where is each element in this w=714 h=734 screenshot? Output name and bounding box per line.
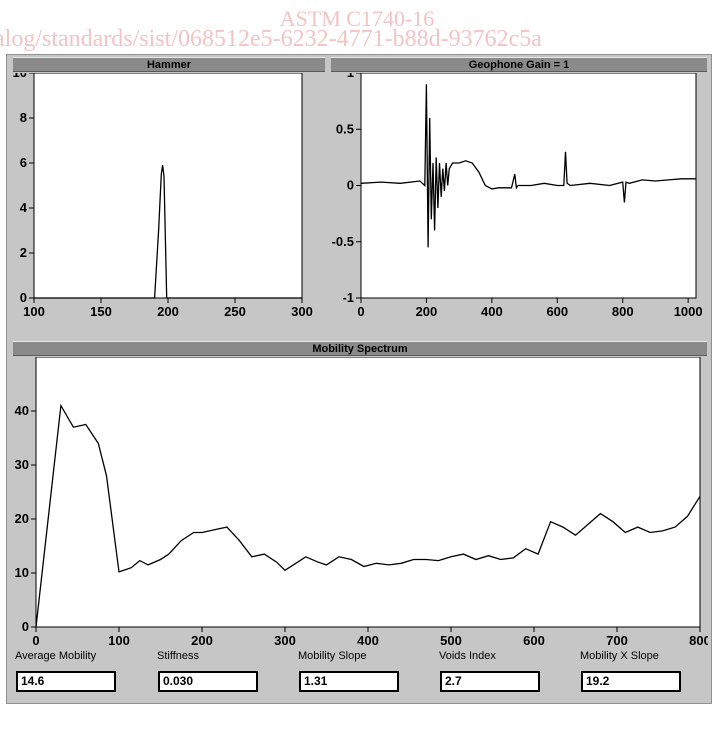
readout-label: Mobility Slope — [298, 650, 367, 662]
readout-label: Mobility X Slope — [580, 650, 659, 662]
x-tick-label: 800 — [612, 304, 634, 319]
x-tick-label: 600 — [523, 633, 545, 648]
x-tick-label: 300 — [274, 633, 296, 648]
mobility-spectrum-chart: 0 100 200 300 400 500 600 700 800 0 10 20 30 40 — [15, 357, 708, 648]
y-tick-label: 0.5 — [336, 121, 354, 136]
y-tick-label: 30 — [15, 457, 29, 472]
x-tick-label: 200 — [416, 304, 438, 319]
x-tick-label: 0 — [32, 633, 39, 648]
x-tick-label: 700 — [606, 633, 628, 648]
x-tick-label: 0 — [357, 304, 364, 319]
y-tick-label: -1 — [342, 290, 354, 305]
readout-label: Stiffness — [157, 650, 199, 662]
y-tick-label: 40 — [15, 403, 29, 418]
y-tick-label: 20 — [15, 511, 29, 526]
mobility-panel-title: Mobility Spectrum — [13, 341, 707, 356]
x-tick-label: 400 — [357, 633, 379, 648]
series-line — [360, 84, 696, 248]
readout-value-field[interactable]: 14.6 — [16, 671, 116, 692]
y-tick-label: 10 — [13, 73, 27, 80]
x-tick-label: 300 — [291, 304, 313, 319]
readout-value-field[interactable]: 2.7 — [440, 671, 540, 692]
readout-value-field[interactable]: 0.030 — [158, 671, 258, 692]
y-tick-label: 0 — [20, 290, 27, 305]
y-tick-label: 1 — [347, 73, 354, 80]
x-tick-label: 1000 — [674, 304, 703, 319]
plot-area — [33, 73, 303, 299]
y-tick-label: 0 — [22, 619, 29, 634]
plot-area — [35, 357, 701, 628]
y-tick-label: 2 — [20, 245, 27, 260]
watermark-title: ASTM C1740-16 — [279, 6, 435, 31]
geophone-chart: 0 200 400 600 800 1000 -1 -0.5 0 0.5 1 — [332, 73, 703, 319]
hammer-chart: 100 150 200 250 300 0 2 4 6 8 10 — [13, 73, 313, 319]
x-tick-label: 800 — [689, 633, 708, 648]
x-tick-label: 150 — [90, 304, 112, 319]
hammer-panel-title: Hammer — [13, 57, 325, 72]
series-line — [35, 403, 701, 628]
y-tick-label: -0.5 — [332, 234, 354, 249]
watermark-url: alog/standards/sist/068512e5-6232-4771-b… — [0, 26, 542, 52]
readout-value-field[interactable]: 19.2 — [581, 671, 681, 692]
geophone-panel-title: Geophone Gain = 1 — [331, 57, 707, 72]
y-tick-label: 0 — [347, 178, 354, 193]
y-tick-label: 8 — [20, 110, 27, 125]
series-line — [34, 165, 302, 299]
readout-label: Voids Index — [439, 650, 496, 662]
x-tick-label: 400 — [481, 304, 503, 319]
y-tick-label: 6 — [20, 155, 27, 170]
x-tick-label: 200 — [157, 304, 179, 319]
x-tick-label: 500 — [440, 633, 462, 648]
x-tick-label: 100 — [108, 633, 130, 648]
readout-value-field[interactable]: 1.31 — [299, 671, 399, 692]
x-tick-label: 600 — [546, 304, 568, 319]
y-tick-label: 4 — [20, 200, 28, 215]
readout-label: Average Mobility — [15, 650, 97, 662]
x-tick-label: 200 — [191, 633, 213, 648]
x-tick-label: 100 — [23, 304, 45, 319]
x-tick-label: 250 — [224, 304, 246, 319]
y-tick-label: 10 — [15, 565, 29, 580]
